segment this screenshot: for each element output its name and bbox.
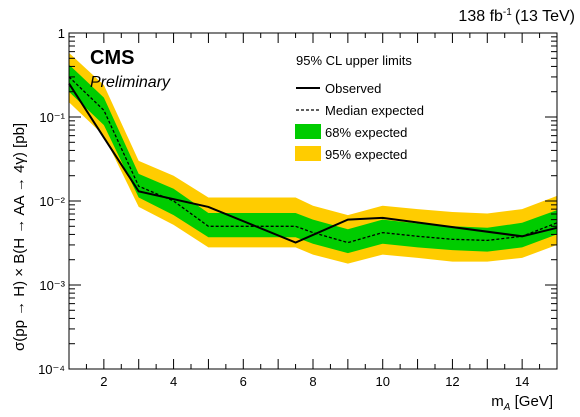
status-label: Preliminary	[90, 74, 171, 91]
observed-line	[68, 83, 558, 244]
x-tick-label: 12	[445, 374, 459, 389]
lumi-number: 138 fb	[458, 8, 503, 25]
legend-68-swatch	[295, 124, 321, 139]
x-tick-label: 4	[170, 374, 177, 389]
legend-95-swatch	[295, 146, 321, 161]
lines-layer	[68, 76, 558, 244]
legend-title: 95% CL upper limits	[296, 53, 412, 68]
y-tick-label: 1	[58, 26, 65, 41]
x-axis-title: mA [GeV]	[491, 393, 553, 413]
band-68-layer	[69, 64, 557, 254]
y-tick-label: 10⁻³	[39, 278, 65, 293]
energy-label: (13 TeV)	[515, 8, 575, 25]
x-tick-label: 8	[309, 374, 316, 389]
x-axis-sub: A	[503, 402, 511, 413]
tick-labels-layer: 2 4 6 8 10 12 14 10⁻⁴ 10⁻³ 10⁻² 10⁻¹ 1	[38, 26, 529, 389]
x-tick-label: 6	[240, 374, 247, 389]
legend-68-label: 68% expected	[325, 125, 407, 140]
expected-line	[68, 76, 558, 244]
legend-95-label: 95% expected	[325, 147, 407, 162]
x-axis-unit: [GeV]	[510, 393, 553, 410]
y-tick-label: 10⁻⁴	[38, 362, 65, 377]
experiment-label: CMS	[90, 47, 134, 69]
x-tick-label: 14	[515, 374, 529, 389]
y-tick-label: 10⁻²	[39, 194, 65, 209]
legend-observed-label: Observed	[325, 81, 381, 96]
x-axis-var: m	[491, 393, 504, 410]
x-tick-label: 2	[100, 374, 107, 389]
ticks-layer	[68, 32, 558, 370]
legend-expected-label: Median expected	[325, 103, 424, 118]
x-tick-label: 10	[375, 374, 389, 389]
lumi-label: 138 fb-1 (13 TeV)	[458, 7, 575, 25]
legend: 95% CL upper limits Observed Median expe…	[295, 53, 424, 162]
y-axis-title: σ(pp → H) × B(H → AA → 4γ) [pb]	[11, 123, 28, 351]
lumi-exponent: -1	[503, 7, 512, 18]
y-tick-label: 10⁻¹	[39, 110, 65, 125]
band-68-area	[69, 64, 557, 254]
